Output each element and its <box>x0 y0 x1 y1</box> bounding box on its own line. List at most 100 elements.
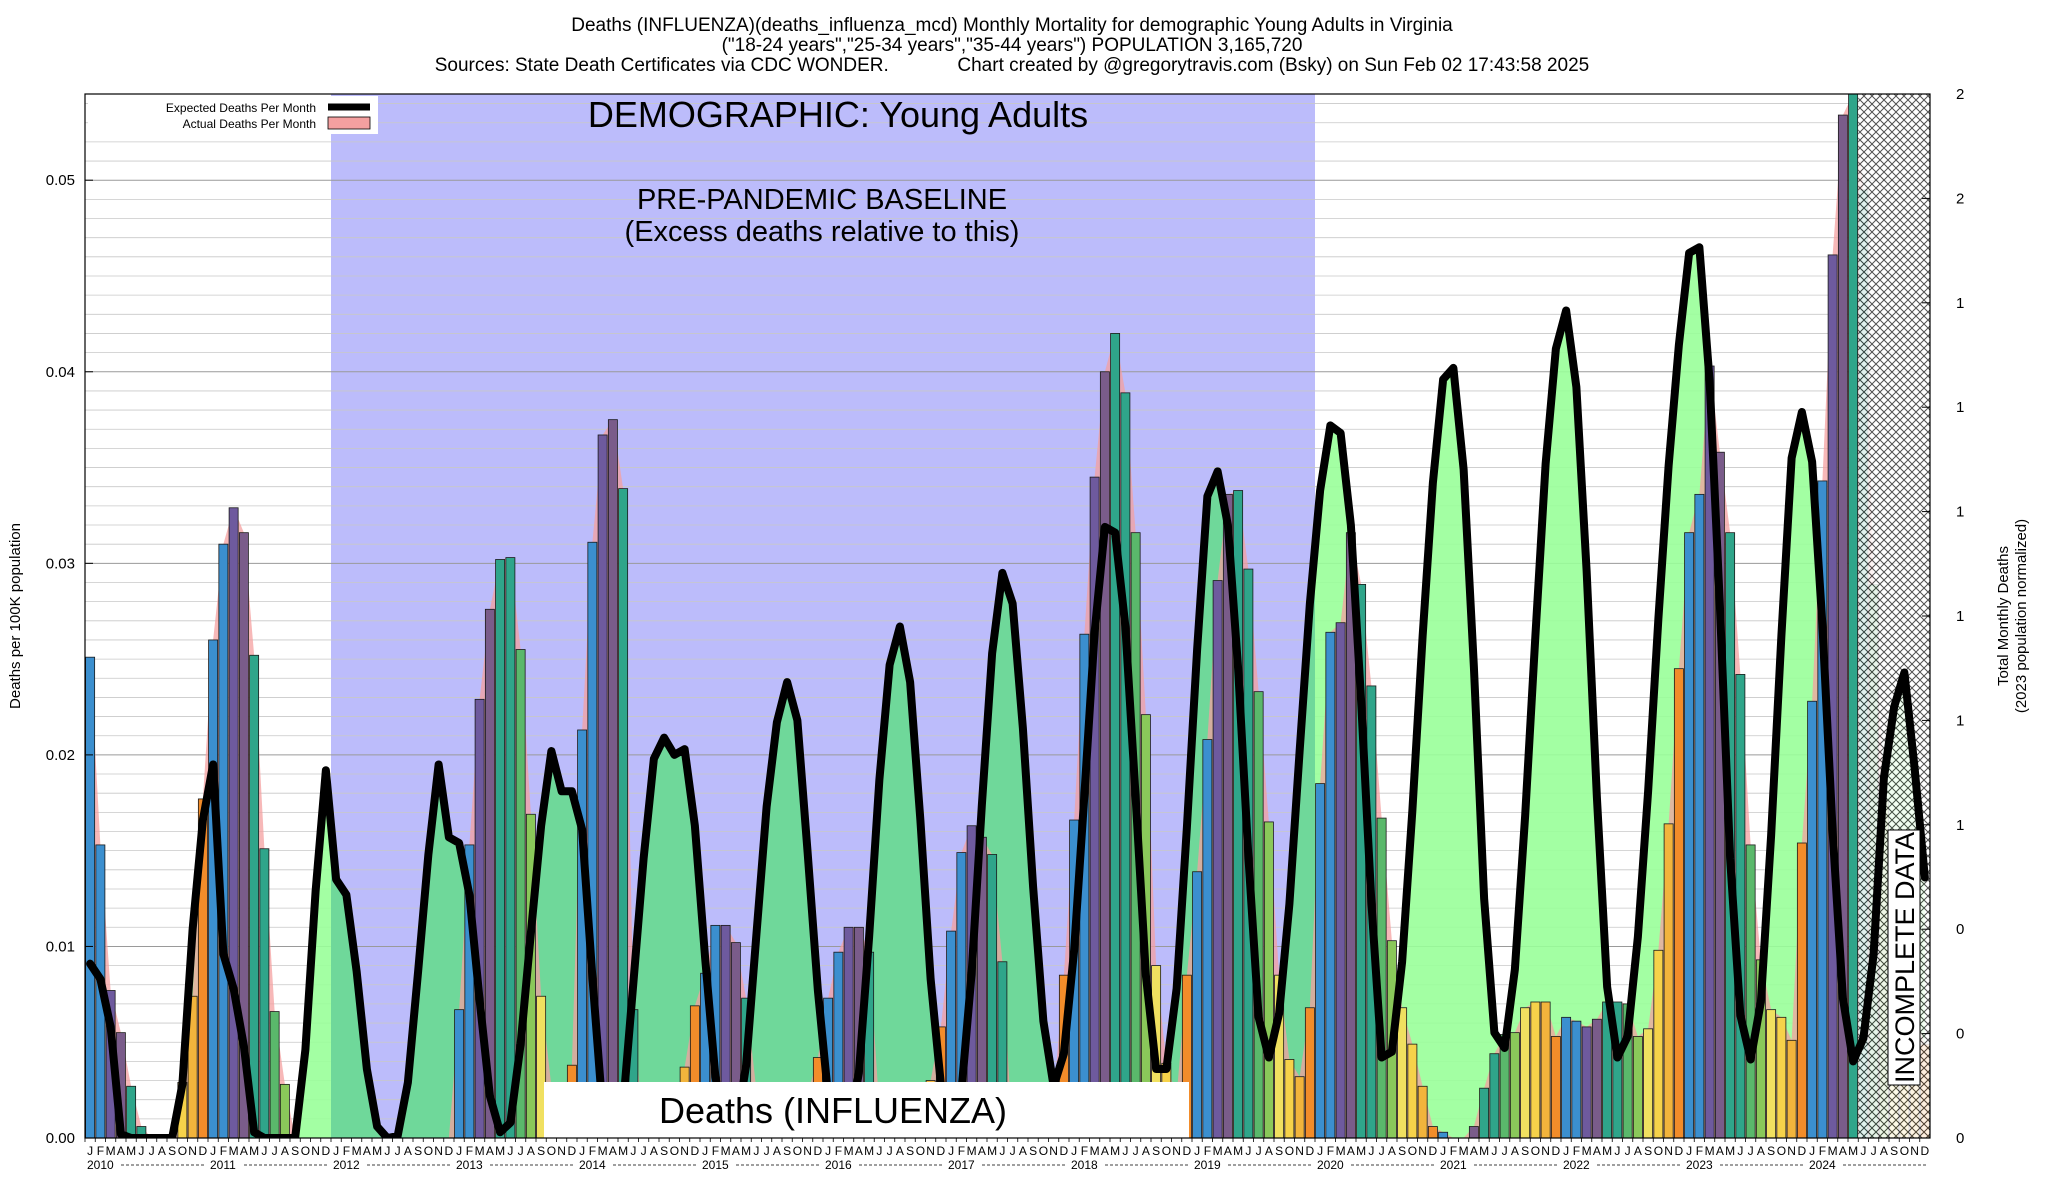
month-label: A <box>527 1144 535 1158</box>
month-label: M <box>721 1144 731 1158</box>
chart-title-line2: ("18-24 years","25-34 years","35-44 year… <box>722 35 1303 56</box>
bar <box>1202 739 1213 1138</box>
month-label: J <box>579 1144 585 1158</box>
month-label: S <box>168 1144 176 1158</box>
month-label: A <box>486 1144 494 1158</box>
bar <box>1643 1028 1654 1138</box>
month-label: A <box>158 1144 166 1158</box>
bar <box>1468 1126 1479 1138</box>
month-label: N <box>926 1144 935 1158</box>
month-label: M <box>741 1144 751 1158</box>
bar <box>1427 1126 1438 1138</box>
year-label: 2021 <box>1440 1158 1467 1172</box>
year-label: 2014 <box>579 1158 606 1172</box>
bar <box>1837 114 1848 1138</box>
month-label: J <box>1502 1144 1508 1158</box>
incomplete-label-group: INCOMPLETE DATA <box>1887 829 1921 1086</box>
month-label: A <box>1716 1144 1724 1158</box>
month-label: M <box>618 1144 628 1158</box>
month-label: J <box>630 1144 636 1158</box>
month-label: J <box>456 1144 462 1158</box>
bar <box>1089 476 1100 1138</box>
month-label: A <box>1388 1144 1396 1158</box>
month-label: J <box>1256 1144 1262 1158</box>
month-label: M <box>1479 1144 1489 1158</box>
month-label: O <box>793 1144 802 1158</box>
month-label: J <box>1871 1144 1877 1158</box>
y2-tick-label: 0 <box>1956 921 1964 938</box>
month-label: N <box>680 1144 689 1158</box>
month-label: O <box>547 1144 556 1158</box>
bar <box>1766 1009 1777 1138</box>
y-tick-label: 0.02 <box>46 747 75 764</box>
month-label: M <box>1459 1144 1469 1158</box>
legend-expected-label: Expected Deaths Per Month <box>166 101 316 115</box>
month-label: D <box>1060 1144 1069 1158</box>
bar <box>597 434 608 1138</box>
month-label: O <box>1162 1144 1171 1158</box>
bar <box>987 854 998 1138</box>
month-label: N <box>1541 1144 1550 1158</box>
month-label: A <box>1019 1144 1027 1158</box>
month-label: A <box>117 1144 125 1158</box>
month-label: D <box>1306 1144 1315 1158</box>
bar <box>1817 480 1828 1138</box>
month-label: F <box>958 1144 965 1158</box>
legend-actual-swatch <box>327 116 371 130</box>
month-label: A <box>732 1144 740 1158</box>
bar <box>464 844 475 1138</box>
y2-tick-label: 2 <box>1956 86 1964 103</box>
month-label: A <box>855 1144 863 1158</box>
month-label: J <box>261 1144 267 1158</box>
month-label: M <box>1582 1144 1592 1158</box>
month-label: J <box>87 1144 93 1158</box>
month-label: A <box>1593 1144 1601 1158</box>
year-label: 2015 <box>702 1158 729 1172</box>
demographic-label: DEMOGRAPHIC: Young Adults <box>588 94 1088 135</box>
bar <box>1807 700 1818 1138</box>
month-label: J <box>1245 1144 1251 1158</box>
month-label: A <box>1757 1144 1765 1158</box>
month-label: N <box>434 1144 443 1158</box>
month-label: N <box>557 1144 566 1158</box>
y2-tick-label: 1 <box>1956 712 1964 729</box>
month-label: A <box>1265 1144 1273 1158</box>
bar <box>1438 1131 1449 1138</box>
bar <box>1479 1087 1490 1138</box>
month-label: D <box>1921 1144 1930 1158</box>
month-label: M <box>1090 1144 1100 1158</box>
bar <box>1222 493 1233 1138</box>
month-label: O <box>1531 1144 1540 1158</box>
month-label: J <box>507 1144 513 1158</box>
month-label: A <box>1634 1144 1642 1158</box>
month-label: F <box>1573 1144 1580 1158</box>
month-label: J <box>948 1144 954 1158</box>
y-tick-label: 0.05 <box>46 172 75 189</box>
month-label: J <box>1122 1144 1128 1158</box>
month-label: M <box>475 1144 485 1158</box>
year-label: 2023 <box>1686 1158 1713 1172</box>
bar <box>269 1011 280 1138</box>
year-label: 2018 <box>1071 1158 1098 1172</box>
month-label: J <box>1614 1144 1620 1158</box>
month-label: N <box>188 1144 197 1158</box>
month-label: S <box>1275 1144 1283 1158</box>
month-label: M <box>598 1144 608 1158</box>
month-label: J <box>764 1144 770 1158</box>
bar <box>136 1126 147 1138</box>
month-label: D <box>814 1144 823 1158</box>
incomplete-label: INCOMPLETE DATA <box>1890 832 1920 1083</box>
month-label: J <box>1860 1144 1866 1158</box>
bar <box>495 559 506 1138</box>
month-label: S <box>906 1144 914 1158</box>
month-label: A <box>773 1144 781 1158</box>
month-label: A <box>240 1144 248 1158</box>
month-label: S <box>414 1144 422 1158</box>
bar <box>454 1009 465 1138</box>
month-label: S <box>537 1144 545 1158</box>
month-label: S <box>1521 1144 1529 1158</box>
year-label: 2024 <box>1809 1158 1836 1172</box>
bar <box>1489 1053 1500 1138</box>
month-label: S <box>783 1144 791 1158</box>
month-label: M <box>1725 1144 1735 1158</box>
